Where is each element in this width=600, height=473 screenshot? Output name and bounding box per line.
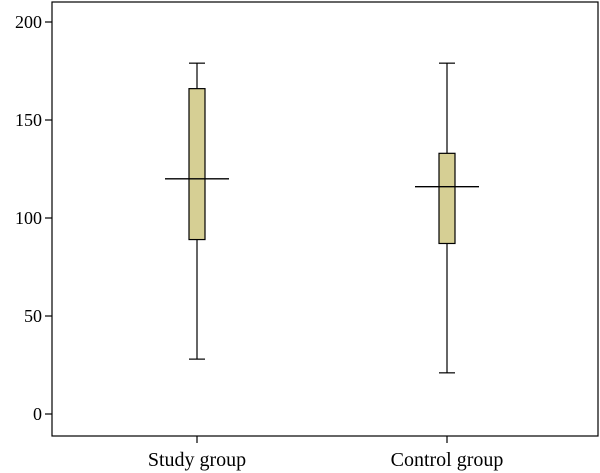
iqr-box — [188, 88, 206, 241]
y-tick-label: 50 — [24, 306, 42, 326]
x-axis-ticks: Study group Control group — [148, 436, 504, 471]
y-tick-label: 100 — [15, 208, 42, 228]
plot-frame — [51, 1, 599, 437]
plot-border — [51, 1, 599, 437]
y-tick-label: 150 — [15, 110, 42, 130]
y-tick-label: 200 — [15, 12, 42, 32]
y-axis-ticks: 0 50 100 150 200 — [15, 12, 52, 424]
box-control-group — [415, 62, 479, 374]
box-study-group — [165, 62, 229, 360]
x-tick-label: Control group — [391, 449, 504, 471]
box-series — [165, 62, 479, 374]
y-tick-label: 0 — [33, 404, 42, 424]
x-tick-label: Study group — [148, 449, 246, 471]
iqr-box — [438, 152, 456, 245]
